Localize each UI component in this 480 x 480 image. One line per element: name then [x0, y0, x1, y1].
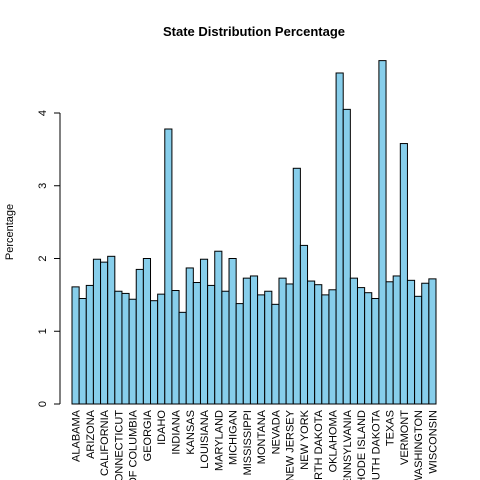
- x-tick-label: CONNECTICUT: [113, 410, 125, 480]
- bar: [414, 295, 423, 405]
- bar: [207, 284, 216, 405]
- bar: [292, 167, 301, 405]
- bar: [314, 284, 323, 405]
- x-tick-label: MICHIGAN: [228, 410, 240, 465]
- bar: [185, 267, 194, 405]
- y-axis-label: Percentage: [4, 204, 16, 260]
- bar: [299, 244, 309, 405]
- y-tick-label: 0: [37, 401, 49, 407]
- bar: [199, 258, 209, 405]
- bar: [342, 108, 351, 405]
- bar: [92, 258, 102, 405]
- x-tick-label: VERMONT: [399, 410, 411, 465]
- x-tick-label: KANSAS: [185, 410, 197, 455]
- x-tick-label: MONTANA: [256, 409, 268, 464]
- x-tick-label: WISCONSIN: [427, 410, 439, 474]
- x-tick-label: WASHINGTON: [413, 410, 425, 480]
- bar: [214, 250, 223, 405]
- bar: [257, 294, 266, 405]
- x-tick-label: ARIZONA: [85, 409, 97, 459]
- y-tick-label: 3: [37, 183, 49, 189]
- x-tick-label: TEXAS: [385, 410, 397, 446]
- bar: [135, 268, 144, 405]
- bar: [100, 261, 109, 405]
- bar: [121, 292, 130, 405]
- bar: [385, 281, 394, 405]
- bar: [235, 303, 244, 405]
- y-tick-label: 2: [37, 255, 49, 261]
- x-tick-label: INDIANA: [170, 409, 182, 454]
- bar: [192, 282, 201, 405]
- bar: [221, 290, 230, 405]
- bar: [328, 289, 337, 405]
- bar: [171, 290, 180, 405]
- bar: [271, 303, 280, 405]
- bar: [264, 290, 273, 405]
- x-tick-label: PENNSYLVANIA: [342, 409, 354, 480]
- bar: [406, 279, 416, 405]
- bar: [321, 294, 330, 405]
- x-tick-label: NEVADA: [270, 409, 282, 454]
- x-tick-label: RHODE ISLAND: [356, 410, 368, 480]
- x-tick-label: GEORGIA: [142, 409, 154, 461]
- bar: [349, 277, 358, 405]
- bar: [307, 280, 316, 405]
- y-tick-label: 4: [37, 110, 49, 116]
- bar: [285, 283, 294, 405]
- bar: [421, 282, 430, 405]
- x-tick-label: DISTRICT OF COLUMBIA: [128, 409, 140, 480]
- bar: [428, 278, 437, 405]
- bar: [78, 298, 87, 405]
- bar: [178, 311, 187, 405]
- bar: [228, 258, 237, 405]
- bar: [242, 277, 251, 405]
- bar: [278, 277, 287, 405]
- bar: [364, 292, 373, 405]
- bar: [356, 287, 366, 405]
- bar: [378, 60, 387, 405]
- x-tick-label: NORTH DAKOTA: [313, 409, 325, 480]
- bar: [85, 284, 94, 405]
- bar: [114, 290, 123, 405]
- bar: [107, 255, 116, 405]
- bar: [128, 298, 137, 405]
- bar: [392, 275, 401, 405]
- x-tick-label: LOUISIANA: [199, 409, 211, 468]
- bar: [150, 300, 159, 405]
- x-tick-label: MISSISSIPPI: [242, 410, 254, 475]
- bar: [249, 275, 259, 405]
- x-tick-label: CALIFORNIA: [99, 409, 111, 476]
- bar: [399, 143, 408, 405]
- bar: [335, 72, 344, 405]
- x-tick-label: MARYLAND: [213, 410, 225, 471]
- y-tick-label: 1: [37, 328, 49, 334]
- x-tick-label: SOUTH DAKOTA: [370, 409, 382, 480]
- bar: [71, 286, 80, 405]
- x-tick-label: OKLAHOMA: [328, 409, 340, 472]
- x-tick-label: ALABAMA: [71, 409, 83, 462]
- chart-title: State Distribution Percentage: [163, 24, 345, 39]
- x-tick-label: NEW JERSEY: [285, 409, 297, 480]
- bar: [371, 298, 380, 405]
- x-tick-label: IDAHO: [156, 410, 168, 445]
- bar: [164, 128, 173, 405]
- x-tick-label: NEW YORK: [299, 409, 311, 469]
- bar: [157, 293, 166, 405]
- bar: [142, 258, 152, 405]
